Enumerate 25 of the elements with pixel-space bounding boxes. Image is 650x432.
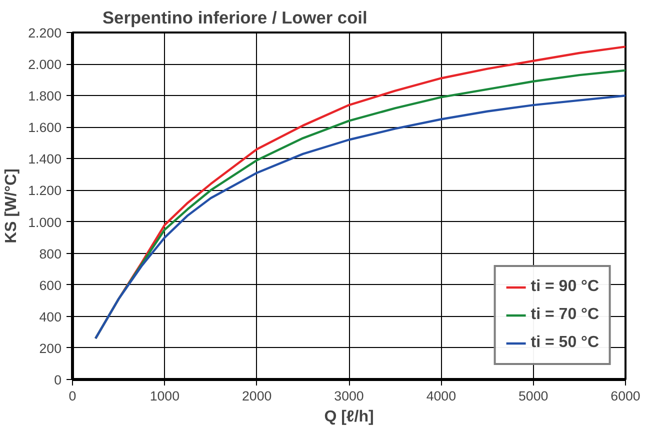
y-tick-label: 1.000 [28, 214, 62, 230]
x-tick-label: 5000 [518, 388, 548, 404]
y-tick-label: 1.400 [28, 152, 62, 167]
y-tick-label: 1.600 [28, 120, 62, 136]
y-tick-label: 1.800 [28, 88, 62, 104]
legend-label: ti = 90 °C [530, 278, 599, 296]
x-tick-label: 6000 [610, 388, 640, 404]
x-tick-label: 4000 [426, 388, 456, 404]
legend-label: ti = 70 °C [530, 306, 599, 324]
y-tick-label: 0 [54, 372, 62, 388]
y-axis-title: KS [W/°C] [3, 168, 20, 244]
y-tick-label: 600 [39, 278, 62, 293]
x-tick-label: 1000 [150, 388, 180, 404]
x-tick-label: 3000 [334, 388, 364, 404]
chart-title: Serpentino inferiore / Lower coil [102, 8, 368, 28]
y-tick-label: 800 [39, 246, 62, 262]
y-tick-label: 2.200 [28, 26, 62, 40]
y-tick-label: 400 [39, 309, 62, 324]
y-tick-label: 200 [39, 340, 62, 356]
x-tick-label: 0 [68, 388, 76, 404]
x-axis-title: Q [ℓ/h] [324, 408, 374, 426]
legend-label: ti = 50 °C [530, 334, 599, 352]
y-tick-label: 2.000 [28, 57, 62, 72]
x-tick-label: 2000 [242, 388, 272, 404]
y-tick-label: 1.200 [28, 183, 62, 198]
